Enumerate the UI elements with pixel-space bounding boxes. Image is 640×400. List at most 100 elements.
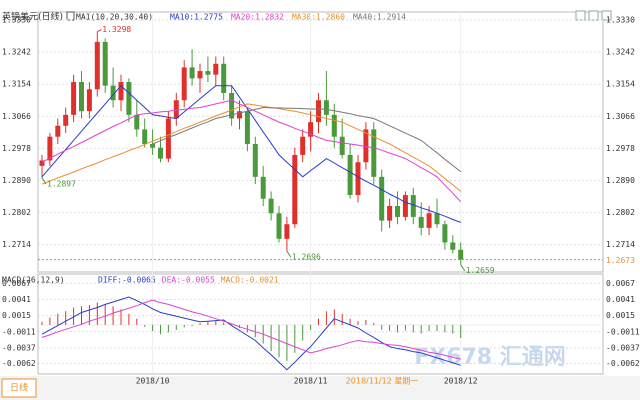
extreme-pointer <box>460 264 466 271</box>
legend-entry: MA40:1.2914 <box>353 13 406 22</box>
legend-entry: MA20:1.2832 <box>231 13 284 22</box>
macd-line <box>41 299 461 360</box>
y-tick-label: 1.3330 <box>2 16 31 25</box>
y-tick-label: 1.2978 <box>2 144 31 153</box>
macd-panel <box>37 273 604 375</box>
x-tick-label: 2018/10 <box>136 377 170 386</box>
candle-body <box>331 114 337 137</box>
extreme-label: 1.2696 <box>292 253 321 262</box>
period-button-box[interactable] <box>1 378 37 398</box>
icon-settings[interactable] <box>601 10 612 21</box>
candle-body <box>221 63 227 93</box>
ma-line <box>41 99 462 202</box>
y-tick-label: 1.2890 <box>2 176 31 185</box>
candle-body <box>395 205 400 217</box>
candle-body <box>268 198 274 214</box>
candle-body <box>450 242 456 250</box>
candle-body <box>79 82 84 112</box>
icon-zoom-out[interactable] <box>588 10 599 21</box>
y-tick-label: 1.3066 <box>2 112 31 121</box>
candle-body <box>434 213 440 225</box>
crosshair-date: 2018/11/12 星期一 <box>346 377 419 386</box>
chart-title: 英镑美元(日线) <box>2 11 63 23</box>
candle-body <box>260 176 266 199</box>
y-tick-label: 1.3242 <box>606 48 635 57</box>
candle-body <box>94 41 100 90</box>
candle-body <box>387 205 393 221</box>
y-tick-label: 1.3154 <box>606 80 635 89</box>
x-tick-label: 2018/12 <box>444 377 478 386</box>
y-tick-label: -0.0037 <box>2 343 36 352</box>
y-tick-label: 1.2714 <box>606 240 635 249</box>
candle-body <box>284 224 290 239</box>
y-tick-label: 1.3066 <box>606 112 635 121</box>
legend-entry: MA30:1.2860 <box>292 13 345 22</box>
y-tick-label: 1.3330 <box>606 16 635 25</box>
y-tick-label: -0.0037 <box>606 343 640 352</box>
legend-entry: DEA:-0.0055 <box>162 276 215 285</box>
candle-body <box>229 92 235 119</box>
y-tick-label: -0.0011 <box>2 327 36 336</box>
y-tick-label: 1.3154 <box>2 80 31 89</box>
candle-body <box>189 67 195 79</box>
ma-line <box>41 103 462 192</box>
extreme-label: 1.2659 <box>466 266 495 275</box>
candle-body <box>410 195 416 217</box>
candle-body <box>173 100 179 119</box>
candle-body <box>379 176 385 221</box>
extreme-pointer <box>286 250 292 258</box>
toolbar-icons <box>575 10 612 21</box>
candle-body <box>316 100 321 123</box>
y-tick-label: -0.0062 <box>2 359 36 368</box>
y-tick-label: 0.0067 <box>606 279 635 288</box>
legend-entry: DIFF:-0.0065 <box>98 276 156 285</box>
candle-body <box>205 71 211 75</box>
bottom-bar <box>0 376 640 400</box>
candle-body <box>292 154 298 225</box>
candle-body <box>197 71 203 79</box>
macd-line <box>41 296 461 371</box>
candle-body <box>63 114 69 126</box>
y-tick-label: 0.0015 <box>2 311 31 320</box>
candle-body <box>355 162 361 196</box>
candle-body <box>102 41 108 86</box>
candle-body <box>244 111 250 145</box>
extreme-label: 1.3298 <box>102 25 131 34</box>
candle-body <box>165 118 171 159</box>
indicator-name: MA1(10,20,30,40) <box>76 13 153 22</box>
candle-body <box>458 249 464 260</box>
legend-entry: MACD:-0.0021 <box>221 276 279 285</box>
candle-body <box>47 136 53 161</box>
candle-body <box>276 213 282 239</box>
candle-body <box>323 100 329 115</box>
y-tick-label: 1.2802 <box>606 208 635 217</box>
y-tick-label: 0.0041 <box>2 295 31 304</box>
y-tick-label: 1.2890 <box>606 176 635 185</box>
x-tick-label: 2018/11 <box>294 377 328 386</box>
candle-body <box>347 154 353 196</box>
candle-body <box>55 125 61 137</box>
candle-body <box>402 195 408 217</box>
period-button[interactable]: 日线 <box>10 382 28 394</box>
candle-body <box>71 82 77 115</box>
y-tick-label: 1.2978 <box>606 144 635 153</box>
y-tick-label: 1.3242 <box>2 48 31 57</box>
extreme-pointer <box>41 177 47 185</box>
ma-line <box>152 106 462 173</box>
candle-body <box>237 111 242 119</box>
candle-body <box>181 67 187 101</box>
last-price-label: 1.2673 <box>606 256 635 265</box>
candle-body <box>442 224 448 243</box>
candle-body <box>134 114 140 130</box>
candle-body <box>158 147 163 159</box>
price-panel <box>37 11 604 273</box>
candle-body <box>371 129 377 177</box>
candle-body <box>426 213 432 228</box>
legend-entry: MA10:1.2775 <box>170 13 223 22</box>
icon-zoom-in[interactable] <box>575 10 586 21</box>
candle-body <box>252 144 258 177</box>
candle-body <box>300 136 306 155</box>
candle-body <box>118 82 124 101</box>
y-tick-label: -0.0011 <box>606 327 640 336</box>
